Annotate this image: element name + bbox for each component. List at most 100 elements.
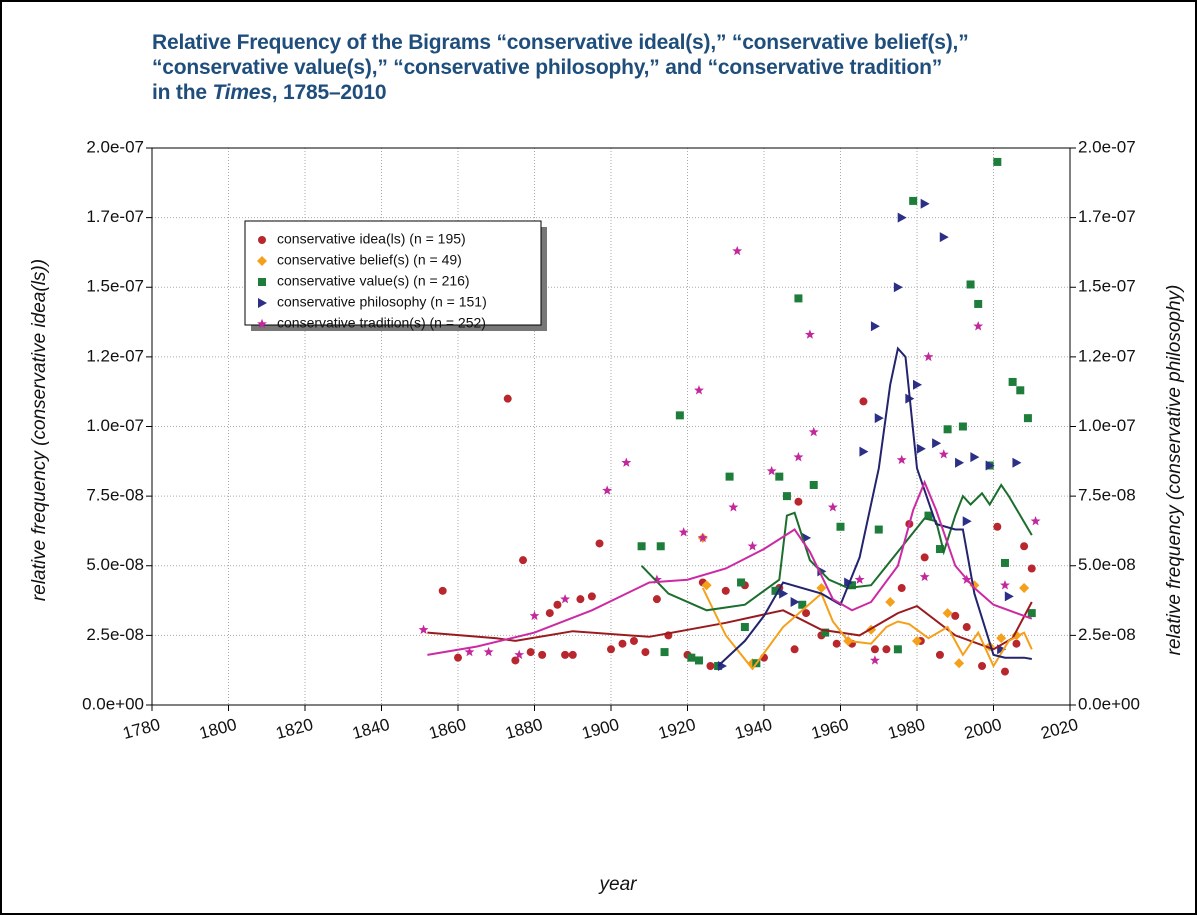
y2-tick-label: 1.7e-07 xyxy=(1078,207,1136,226)
y2-tick-label: 2.5e-08 xyxy=(1078,625,1136,644)
point xyxy=(973,321,984,331)
point xyxy=(913,379,922,390)
point xyxy=(916,443,926,454)
point xyxy=(602,485,613,495)
point xyxy=(1023,414,1032,423)
point xyxy=(656,542,665,551)
point xyxy=(1019,583,1030,594)
y-tick-label: 1.2e-07 xyxy=(86,346,144,365)
point xyxy=(938,449,949,459)
point xyxy=(802,609,811,618)
point xyxy=(519,556,528,565)
x-axis-label: year xyxy=(598,874,638,895)
point xyxy=(924,511,933,520)
point xyxy=(970,452,980,463)
point xyxy=(629,636,638,645)
point xyxy=(1008,377,1017,386)
point xyxy=(678,527,689,537)
point xyxy=(775,472,784,481)
point xyxy=(896,454,907,465)
y-axis-label: relative frequency (conservative idea(ls… xyxy=(29,259,50,601)
point xyxy=(576,595,585,604)
legend-label: conservative tradition(s) (n = 252) xyxy=(277,315,486,331)
point xyxy=(870,321,880,332)
point xyxy=(771,586,780,595)
trend-line xyxy=(427,601,1033,651)
point xyxy=(893,645,902,654)
point xyxy=(687,653,696,662)
point xyxy=(809,480,818,489)
point xyxy=(794,294,803,303)
x-tick-label: 1800 xyxy=(197,715,238,743)
point xyxy=(651,574,662,584)
point xyxy=(985,460,995,471)
point xyxy=(939,232,949,243)
point xyxy=(618,639,627,648)
point xyxy=(641,648,650,657)
y2-tick-label: 7.5e-08 xyxy=(1078,486,1136,505)
x-tick-label: 1780 xyxy=(121,715,162,743)
trend-line xyxy=(701,587,1033,671)
y2-tick-label: 0.0e+00 xyxy=(1078,694,1140,713)
point xyxy=(1027,564,1036,573)
title-part: Times xyxy=(212,81,272,104)
point xyxy=(955,457,965,468)
trend-line xyxy=(427,479,1033,656)
x-tick-label: 1840 xyxy=(350,715,391,743)
point xyxy=(464,646,475,657)
point xyxy=(511,656,520,665)
point xyxy=(660,648,669,657)
y2-tick-label: 1.5e-07 xyxy=(1078,277,1136,296)
y-tick-label: 2.5e-08 xyxy=(86,625,144,644)
point xyxy=(874,525,883,534)
title-part: , 1785–2010 xyxy=(271,81,387,104)
y2-axis-label: relative frequency (conservative philoso… xyxy=(1164,285,1185,656)
x-tick-label: 1920 xyxy=(656,715,697,743)
legend-marker xyxy=(257,318,267,329)
legend-marker xyxy=(257,256,267,266)
point xyxy=(920,198,930,209)
point xyxy=(418,624,429,635)
title-part: in the xyxy=(152,81,207,104)
point xyxy=(1012,457,1022,468)
title-line: in the Times, 1785–2010 xyxy=(152,80,969,105)
point xyxy=(966,280,975,289)
point xyxy=(652,595,661,604)
x-tick-label: 1860 xyxy=(427,715,468,743)
point xyxy=(854,574,865,584)
point xyxy=(737,578,746,587)
point xyxy=(454,653,462,662)
point xyxy=(529,610,540,621)
point xyxy=(882,645,891,654)
point xyxy=(943,425,952,434)
point xyxy=(568,650,577,659)
trend-line xyxy=(717,346,1032,667)
point xyxy=(1020,542,1029,551)
point xyxy=(942,608,953,619)
point xyxy=(766,465,777,476)
legend-label: conservative belief(s) (n = 49) xyxy=(277,252,462,268)
point xyxy=(798,600,807,609)
point xyxy=(637,542,646,551)
trend-line xyxy=(640,483,1033,612)
point xyxy=(827,502,838,512)
y-tick-label: 1.7e-07 xyxy=(86,207,144,226)
point xyxy=(732,245,743,256)
point xyxy=(747,541,758,551)
point xyxy=(847,581,856,590)
point xyxy=(561,650,570,659)
point xyxy=(483,646,494,657)
point xyxy=(935,650,944,659)
point xyxy=(553,600,562,609)
point xyxy=(503,394,512,403)
point xyxy=(740,623,749,632)
point xyxy=(1016,386,1025,395)
point xyxy=(697,532,708,543)
point xyxy=(725,472,734,481)
legend-label: conservative idea(ls) (n = 195) xyxy=(277,231,466,247)
point xyxy=(595,539,604,548)
point xyxy=(1000,558,1009,567)
point xyxy=(816,583,827,594)
